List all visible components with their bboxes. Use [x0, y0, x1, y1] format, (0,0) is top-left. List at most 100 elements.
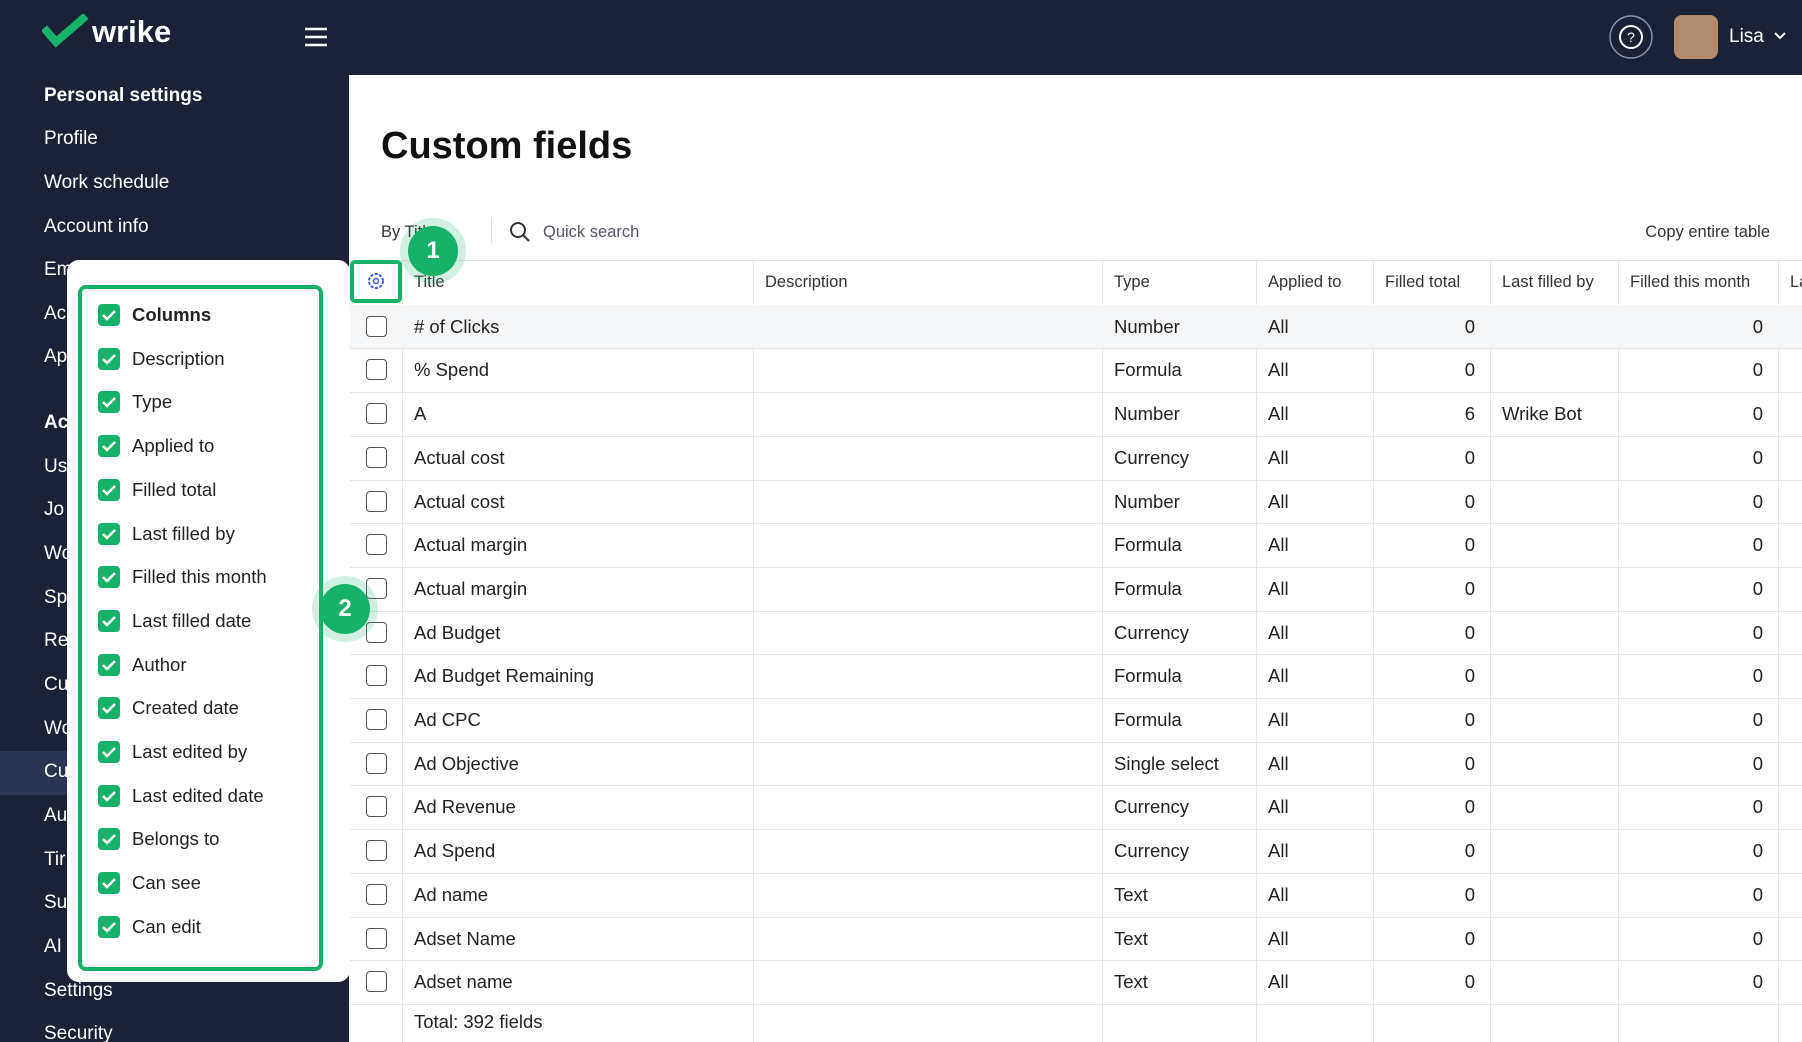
row-divider: [350, 785, 1802, 787]
sidebar-item[interactable]: Su: [44, 892, 68, 914]
column-header[interactable]: Filled total: [1385, 273, 1461, 291]
row-divider: [350, 916, 1802, 918]
quick-search[interactable]: Quick search: [543, 223, 640, 241]
sidebar-item[interactable]: Cu: [44, 673, 69, 695]
sidebar-item[interactable]: Jo: [44, 499, 65, 521]
column-option[interactable]: Columns: [132, 304, 212, 325]
column-checkbox[interactable]: [98, 304, 120, 326]
column-checkbox[interactable]: [98, 872, 120, 895]
row-checkbox[interactable]: [366, 403, 387, 425]
column-header[interactable]: Description: [765, 273, 848, 291]
column-divider: [1778, 261, 1779, 1042]
column-header[interactable]: La: [1790, 273, 1802, 291]
column-checkbox[interactable]: [98, 697, 120, 720]
column-option[interactable]: Last filled by: [132, 522, 235, 544]
sidebar-item[interactable]: Tir: [44, 848, 66, 870]
column-option[interactable]: Last filled date: [132, 609, 252, 631]
gear-icon: [368, 273, 384, 289]
column-checkbox[interactable]: [98, 347, 120, 370]
sidebar-item[interactable]: Au: [44, 804, 68, 826]
sidebar-item[interactable]: Account info: [44, 215, 149, 237]
row-checkbox[interactable]: [366, 665, 387, 687]
row-checkbox[interactable]: [366, 534, 387, 556]
column-checkbox[interactable]: [98, 741, 120, 763]
sidebar-item[interactable]: Ac: [44, 302, 67, 324]
field-title: Adset Name: [414, 927, 516, 949]
column-option[interactable]: Created date: [132, 697, 239, 719]
column-checkbox[interactable]: [98, 478, 120, 501]
field-filled-total: 0: [1464, 490, 1475, 512]
column-checkbox[interactable]: [98, 915, 120, 938]
column-checkbox[interactable]: [98, 653, 120, 676]
sidebar-item[interactable]: Wo: [44, 542, 73, 564]
field-filled-this-month: 0: [1752, 796, 1763, 818]
column-option[interactable]: Can edit: [132, 915, 201, 937]
column-checkbox[interactable]: [98, 391, 120, 414]
column-header[interactable]: Applied to: [1268, 273, 1342, 291]
user-name[interactable]: Lisa: [1729, 26, 1764, 47]
column-option[interactable]: Applied to: [132, 435, 215, 457]
column-option[interactable]: Last edited by: [132, 741, 248, 762]
column-option[interactable]: Filled this month: [132, 566, 267, 588]
sidebar-item[interactable]: Sp: [44, 586, 68, 608]
row-checkbox[interactable]: [366, 490, 387, 512]
column-option[interactable]: Author: [132, 653, 187, 675]
logo[interactable]: wrike: [40, 12, 171, 53]
column-header[interactable]: Last filled by: [1502, 273, 1594, 291]
row-checkbox[interactable]: [366, 883, 387, 905]
svg-text:?: ?: [1627, 29, 1635, 45]
field-title: # of Clicks: [414, 315, 500, 337]
column-option[interactable]: Belongs to: [132, 828, 220, 850]
sidebar-item[interactable]: Ap: [44, 346, 68, 368]
column-header[interactable]: Title: [414, 273, 445, 291]
row-checkbox[interactable]: [366, 577, 387, 599]
sidebar-item[interactable]: Profile: [44, 128, 98, 150]
column-settings[interactable]: [350, 260, 402, 303]
column-option[interactable]: Filled total: [132, 478, 217, 500]
column-header[interactable]: Type: [1114, 273, 1150, 291]
column-header[interactable]: Filled this month: [1630, 273, 1751, 291]
field-filled-total: 0: [1464, 796, 1475, 818]
field-type: Number: [1114, 403, 1180, 425]
column-option[interactable]: Type: [132, 391, 173, 413]
row-checkbox[interactable]: [366, 446, 387, 468]
field-applied-to: All: [1268, 752, 1289, 774]
sidebar-item[interactable]: Security: [44, 1023, 113, 1042]
row-checkbox[interactable]: [366, 359, 387, 381]
row-checkbox[interactable]: [366, 315, 387, 337]
sidebar-item[interactable]: Em: [44, 259, 73, 281]
row-checkbox[interactable]: [366, 971, 387, 993]
menu-icon[interactable]: [303, 25, 329, 49]
column-checkbox[interactable]: [98, 522, 120, 545]
field-filled-this-month: 0: [1752, 621, 1763, 643]
column-checkbox[interactable]: [98, 566, 120, 589]
row-checkbox[interactable]: [366, 709, 387, 730]
sidebar-item[interactable]: Settings: [44, 979, 113, 1001]
sidebar-item[interactable]: Re: [44, 630, 69, 652]
row-checkbox[interactable]: [366, 796, 387, 818]
column-checkbox[interactable]: [98, 828, 120, 851]
field-filled-this-month: 0: [1752, 752, 1763, 774]
sidebar-item[interactable]: Cu: [44, 761, 69, 783]
help-button[interactable]: ?: [1608, 14, 1654, 60]
sidebar-item[interactable]: Us: [44, 455, 68, 477]
copy-table[interactable]: Copy entire table: [1645, 223, 1770, 241]
column-option[interactable]: Description: [132, 347, 225, 369]
row-checkbox[interactable]: [366, 840, 387, 862]
column-checkbox[interactable]: [98, 784, 120, 807]
row-checkbox[interactable]: [366, 621, 387, 643]
row-divider: [350, 392, 1802, 394]
sidebar-item[interactable]: Wo: [44, 717, 73, 739]
row-checkbox[interactable]: [366, 927, 387, 949]
row-checkbox[interactable]: [366, 752, 387, 774]
column-option[interactable]: Can see: [132, 872, 201, 894]
sidebar-item[interactable]: Work schedule: [44, 171, 170, 193]
sidebar-section: Ac: [44, 411, 69, 433]
column-checkbox[interactable]: [98, 435, 120, 458]
sidebar-item[interactable]: AI: [44, 935, 62, 957]
avatar[interactable]: [1674, 15, 1718, 59]
column-divider: [1490, 261, 1491, 1042]
column-option[interactable]: Last edited date: [132, 784, 264, 806]
column-checkbox[interactable]: [98, 609, 120, 632]
field-filled-this-month: 0: [1752, 534, 1763, 556]
